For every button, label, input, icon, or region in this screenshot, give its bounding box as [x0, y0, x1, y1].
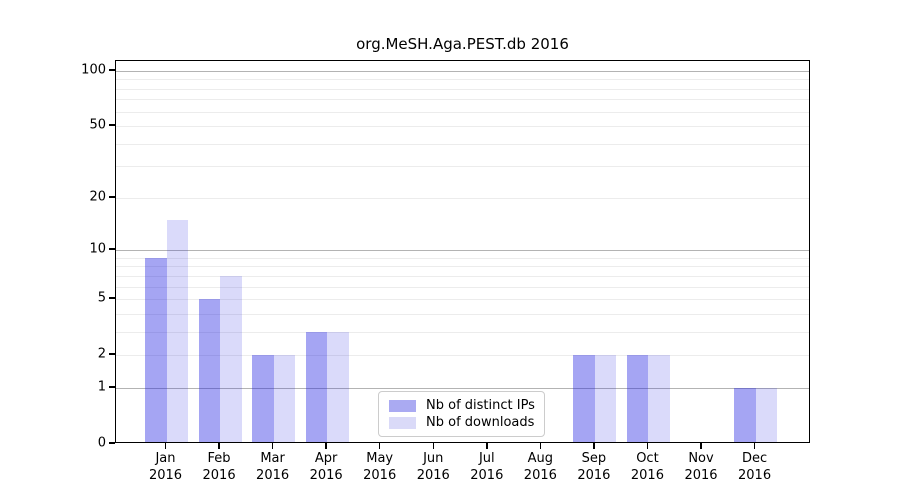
bar-distinct-ips-dec [734, 387, 756, 443]
x-tick-label-aug: Aug 2016 [523, 451, 557, 483]
y-tick [109, 386, 115, 388]
legend-swatch-distinct-ips [389, 399, 416, 412]
gridline-minor [116, 355, 809, 357]
bar-downloads-apr [327, 331, 349, 443]
x-tick [700, 443, 702, 449]
chart-title: org.MeSH.Aga.PEST.db 2016 [356, 35, 569, 53]
gridline-major [116, 70, 809, 72]
bar-distinct-ips-oct [626, 355, 649, 443]
x-tick-label-jan: Jan 2016 [148, 451, 183, 483]
bar-distinct-ips-mar [252, 355, 274, 443]
y-tick-label: 50 [89, 117, 106, 133]
x-tick [432, 443, 434, 449]
bar-downloads-dec [755, 387, 778, 443]
y-tick-label: 5 [97, 290, 106, 306]
x-tick-label-nov: Nov 2016 [684, 451, 718, 483]
y-tick-label: 0 [97, 435, 106, 451]
y-tick [109, 297, 115, 299]
gridline-major [116, 250, 809, 252]
x-tick [271, 443, 274, 449]
x-tick [646, 443, 649, 449]
plot-area [115, 60, 810, 443]
bar-downloads-oct [648, 355, 670, 443]
x-tick-label-jul: Jul 2016 [470, 451, 504, 483]
bar-downloads-feb [220, 275, 242, 443]
x-tick-label-jun: Jun 2016 [416, 451, 450, 483]
gridline-minor [116, 331, 809, 333]
bar-distinct-ips-jan [145, 257, 167, 443]
legend-label-downloads: Nb of downloads [426, 415, 535, 430]
x-tick [325, 443, 327, 449]
gridline-minor [116, 266, 809, 268]
bar-distinct-ips-sep [573, 355, 595, 443]
gridline-minor [116, 286, 809, 288]
gridline-minor [116, 257, 809, 259]
legend-row-downloads: Nb of downloads [389, 415, 536, 430]
gridline-minor [116, 275, 809, 277]
gridline-minor [116, 143, 809, 145]
x-tick-label-apr: Apr 2016 [309, 451, 343, 483]
gridline-minor [116, 166, 809, 168]
y-tick [109, 353, 115, 355]
bar-distinct-ips-apr [305, 331, 328, 443]
y-tick [109, 248, 115, 250]
x-tick [218, 443, 220, 449]
x-tick [753, 443, 756, 449]
y-tick [109, 69, 115, 71]
gridline-minor [116, 88, 809, 90]
x-tick-label-sep: Sep 2016 [577, 451, 611, 483]
y-tick [109, 196, 115, 198]
legend-label-distinct-ips: Nb of distinct IPs [426, 398, 535, 413]
legend-swatch-downloads [389, 416, 416, 429]
x-tick [486, 443, 488, 449]
x-tick-label-oct: Oct 2016 [630, 451, 664, 483]
x-tick [539, 443, 542, 449]
gridline-minor [116, 313, 809, 315]
x-tick-label-dec: Dec 2016 [738, 451, 772, 483]
y-tick-label: 20 [89, 189, 106, 205]
y-tick-label: 2 [97, 346, 106, 362]
y-tick-label: 100 [81, 62, 106, 78]
gridline-minor [116, 126, 809, 128]
x-tick [164, 443, 167, 449]
gridline-minor [116, 197, 809, 199]
legend-row-distinct-ips: Nb of distinct IPs [389, 398, 536, 413]
x-tick-label-feb: Feb 2016 [202, 451, 236, 483]
gridline-minor [116, 79, 809, 81]
x-tick-label-mar: Mar 2016 [256, 451, 290, 483]
x-tick [593, 443, 595, 449]
bar-downloads-sep [594, 355, 617, 443]
gridline-minor [116, 99, 809, 101]
gridline-minor [116, 111, 809, 113]
bar-downloads-jan [166, 219, 188, 443]
bar-distinct-ips-feb [198, 299, 221, 443]
bar-downloads-mar [273, 355, 296, 443]
y-tick-label: 1 [97, 379, 106, 395]
gridline-major [116, 387, 809, 389]
y-tick-label: 10 [89, 241, 106, 257]
y-tick [109, 124, 115, 126]
gridline-minor [116, 299, 809, 301]
x-tick-label-may: May 2016 [363, 451, 397, 483]
x-tick [378, 443, 381, 449]
y-tick [109, 442, 115, 444]
legend: Nb of distinct IPs Nb of downloads [378, 391, 545, 437]
